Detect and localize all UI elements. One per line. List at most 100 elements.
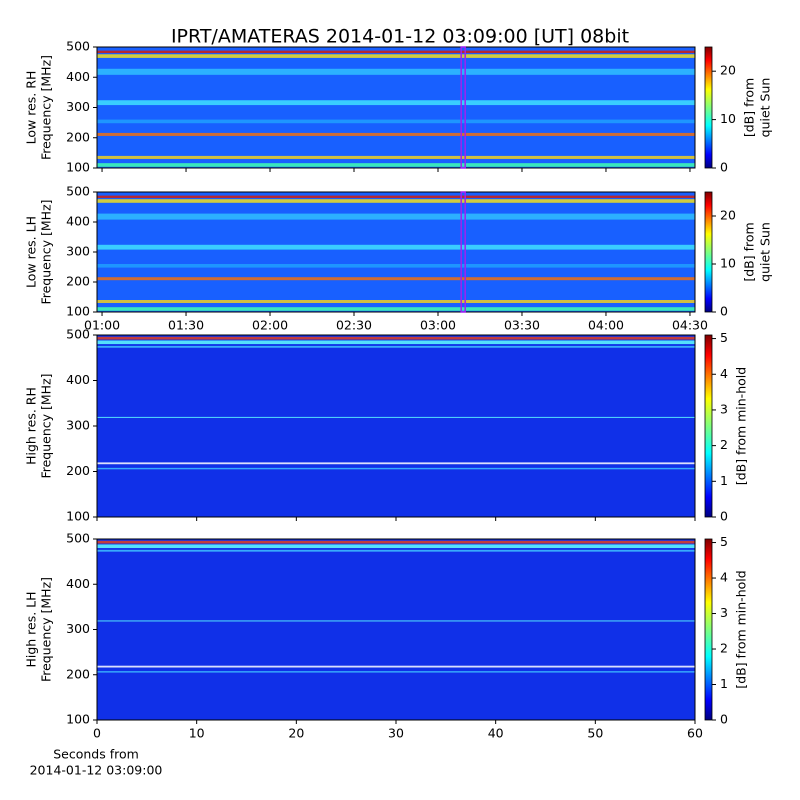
time-marker bbox=[460, 191, 466, 313]
y-axis-label: Frequency [MHz] bbox=[39, 577, 54, 682]
x-tick-label: 04:30 bbox=[672, 318, 708, 333]
colorbar-label: quiet Sun bbox=[758, 222, 773, 282]
spectrogram-band bbox=[97, 163, 695, 167]
y-tick-label: 500 bbox=[66, 531, 90, 546]
colorbar-label: quiet Sun bbox=[758, 78, 773, 138]
spectrogram-image bbox=[97, 47, 695, 168]
y-tick-label: 200 bbox=[66, 463, 90, 478]
colorbar-tick-label: 4 bbox=[720, 366, 728, 381]
spectrogram-band bbox=[97, 307, 695, 311]
spectrogram-band bbox=[97, 671, 695, 673]
spectrogram-band bbox=[97, 416, 695, 418]
colorbar-tick-label: 1 bbox=[720, 473, 728, 488]
colorbar-tick-label: 0 bbox=[720, 509, 728, 524]
y-tick-label: 100 bbox=[66, 509, 90, 524]
colorbar-tick-label: 0 bbox=[720, 712, 728, 727]
x-axis-label: 2014-01-12 03:09:00 bbox=[30, 763, 163, 778]
x-tick-label: 02:30 bbox=[336, 318, 372, 333]
colorbar bbox=[704, 191, 713, 313]
spectrogram-band bbox=[97, 345, 695, 348]
spectrogram-band bbox=[97, 549, 695, 552]
y-axis-label: High res. RH bbox=[24, 387, 39, 465]
colorbar-tick-label: 20 bbox=[720, 208, 736, 223]
colorbar bbox=[704, 334, 713, 518]
spectrogram-band bbox=[97, 68, 695, 75]
x-tick-label: 02:00 bbox=[252, 318, 288, 333]
spectrogram-image bbox=[97, 192, 695, 312]
spectrogram-band bbox=[97, 213, 695, 220]
colorbar-tick-label: 5 bbox=[720, 534, 728, 549]
spectrogram-band bbox=[97, 340, 695, 345]
x-tick-label: 0 bbox=[93, 726, 101, 741]
colorbar-tick-label: 10 bbox=[720, 256, 736, 271]
spectrogram-band bbox=[97, 462, 695, 465]
spectrogram-band bbox=[97, 277, 695, 281]
x-tick-label: 60 bbox=[687, 726, 703, 741]
colorbar bbox=[704, 538, 713, 721]
spectrogram-band bbox=[97, 119, 695, 124]
spectrogram-band bbox=[97, 199, 695, 203]
x-tick-label: 20 bbox=[288, 726, 304, 741]
y-tick-label: 100 bbox=[66, 712, 90, 727]
spectrogram-band bbox=[97, 155, 695, 159]
spectrogram-band bbox=[97, 620, 695, 622]
colorbar-tick-label: 3 bbox=[720, 401, 728, 416]
y-tick-label: 300 bbox=[66, 99, 90, 114]
x-tick-label: 10 bbox=[189, 726, 205, 741]
x-tick-label: 40 bbox=[488, 726, 504, 741]
y-tick-label: 100 bbox=[66, 304, 90, 319]
colorbar-tick-label: 1 bbox=[720, 676, 728, 691]
colorbar-tick-label: 2 bbox=[720, 437, 728, 452]
y-tick-label: 200 bbox=[66, 274, 90, 289]
colorbar-tick-label: 20 bbox=[720, 63, 736, 78]
spectrogram-image bbox=[97, 335, 695, 517]
x-tick-label: 50 bbox=[587, 726, 603, 741]
x-axis-label: Seconds from bbox=[53, 747, 139, 762]
colorbar-tick-label: 3 bbox=[720, 605, 728, 620]
colorbar-label: [dB] from bbox=[742, 78, 757, 137]
colorbar-tick-label: 10 bbox=[720, 111, 736, 126]
spectrogram-band bbox=[97, 50, 695, 54]
spectrogram-band bbox=[97, 300, 695, 303]
y-tick-label: 400 bbox=[66, 576, 90, 591]
y-axis-label: Low res. RH bbox=[24, 71, 39, 145]
x-tick-label: 01:30 bbox=[168, 318, 204, 333]
x-tick-label: 03:00 bbox=[420, 318, 456, 333]
x-tick-label: 01:00 bbox=[84, 318, 120, 333]
time-marker bbox=[460, 46, 466, 169]
y-tick-label: 200 bbox=[66, 666, 90, 681]
colorbar-label: [dB] from bbox=[742, 222, 757, 281]
y-tick-label: 300 bbox=[66, 418, 90, 433]
spectrogram-band bbox=[97, 264, 695, 268]
spectrogram-image bbox=[97, 539, 695, 720]
y-tick-label: 500 bbox=[66, 327, 90, 342]
spectrogram-band bbox=[97, 54, 695, 58]
y-axis-label: Frequency [MHz] bbox=[39, 199, 54, 304]
spectrogram-band bbox=[97, 336, 695, 340]
spectrogram-band bbox=[97, 467, 695, 470]
y-axis-label: High res. LH bbox=[24, 591, 39, 667]
spectrogram-band bbox=[97, 132, 695, 136]
figure-title: IPRT/AMATERAS 2014-01-12 03:09:00 [UT] 0… bbox=[171, 26, 629, 48]
y-tick-label: 500 bbox=[66, 184, 90, 199]
y-tick-label: 100 bbox=[66, 160, 90, 175]
colorbar-tick-label: 5 bbox=[720, 330, 728, 345]
spectrogram-band bbox=[97, 665, 695, 668]
x-tick-label: 04:00 bbox=[588, 318, 624, 333]
y-tick-label: 200 bbox=[66, 129, 90, 144]
colorbar bbox=[704, 46, 713, 169]
y-tick-label: 400 bbox=[66, 372, 90, 387]
colorbar-label: [dB] from min-hold bbox=[734, 570, 749, 688]
y-tick-label: 400 bbox=[66, 69, 90, 84]
x-tick-label: 30 bbox=[388, 726, 404, 741]
spectrogram-band bbox=[97, 544, 695, 549]
spectrogram-band bbox=[97, 540, 695, 544]
y-tick-label: 300 bbox=[66, 621, 90, 636]
y-tick-label: 300 bbox=[66, 244, 90, 259]
spectrogram-band bbox=[97, 100, 695, 106]
y-axis-label: Frequency [MHz] bbox=[39, 373, 54, 478]
y-axis-label: Frequency [MHz] bbox=[39, 55, 54, 160]
y-axis-label: Low res. LH bbox=[24, 216, 39, 288]
